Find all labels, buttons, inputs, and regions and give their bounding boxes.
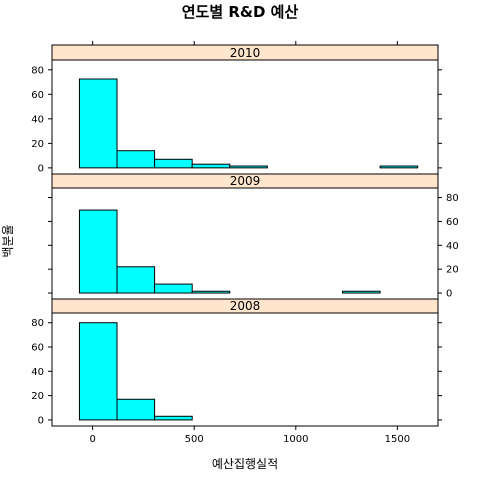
bar-2009-3: [191, 290, 231, 294]
panels: 2010 0 20 40 60 80 2009 0 20 40 60 80 2008 0 20 40 60 80 0…: [31, 41, 459, 445]
bar-2009-2: [154, 283, 193, 294]
y-tick-label-2009-20: 20: [446, 265, 459, 276]
x-axis-label: 예산집행실적: [212, 456, 278, 471]
y-tick-label-2008-20: 20: [31, 391, 44, 402]
bar-2008-1: [116, 398, 156, 421]
y-axis-label: 백분율: [1, 224, 15, 257]
panel-2008: 2008 0 20 40 60 80: [31, 298, 442, 427]
y-tick-label-2009-80: 80: [446, 193, 459, 204]
bar-2009-7: [342, 290, 381, 294]
y-tick-label-2010-0: 0: [38, 163, 44, 174]
bar-2010-0: [78, 78, 118, 169]
bar-2010-1: [116, 150, 156, 169]
bar-2009-0: [78, 209, 118, 294]
bar-2010-3: [191, 163, 231, 169]
y-tick-label-2008-40: 40: [31, 367, 44, 378]
y-tick-label-2008-80: 80: [31, 318, 44, 329]
panel-2010: 2010 0 20 40 60 80: [31, 44, 442, 175]
y-tick-label-2010-40: 40: [31, 114, 44, 125]
x-tick-label-1500: 1500: [385, 434, 410, 445]
strip-label-2008: 2008: [230, 299, 261, 313]
x-tick-label-1000: 1000: [283, 434, 308, 445]
y-tick-label-2008-60: 60: [31, 343, 44, 354]
y-tick-label-2009-60: 60: [446, 217, 459, 228]
y-tick-label-2010-20: 20: [31, 139, 44, 150]
strip-label-2010: 2010: [230, 46, 261, 60]
panel-2009: 2009 0 20 40 60 80: [48, 173, 459, 300]
bar-2010-4: [229, 165, 268, 169]
bar-2008-0: [78, 322, 118, 421]
bar-2010-2: [154, 158, 193, 169]
y-tick-label-2008-0: 0: [38, 415, 44, 426]
chart-title: 연도별 R&D 예산: [182, 3, 299, 21]
bar-2008-2: [154, 415, 193, 421]
panel-frame-2008: [51, 312, 439, 427]
bar-2010-8: [379, 165, 419, 169]
strip-label-2009: 2009: [230, 174, 261, 188]
y-tick-label-2010-80: 80: [31, 65, 44, 76]
x-tick-label-0: 0: [89, 434, 95, 445]
bar-2009-1: [116, 266, 156, 294]
x-tick-label-500: 500: [185, 434, 204, 445]
y-tick-label-2010-60: 60: [31, 90, 44, 101]
y-tick-label-2009-40: 40: [446, 241, 459, 252]
y-tick-label-2009-0: 0: [446, 289, 452, 300]
